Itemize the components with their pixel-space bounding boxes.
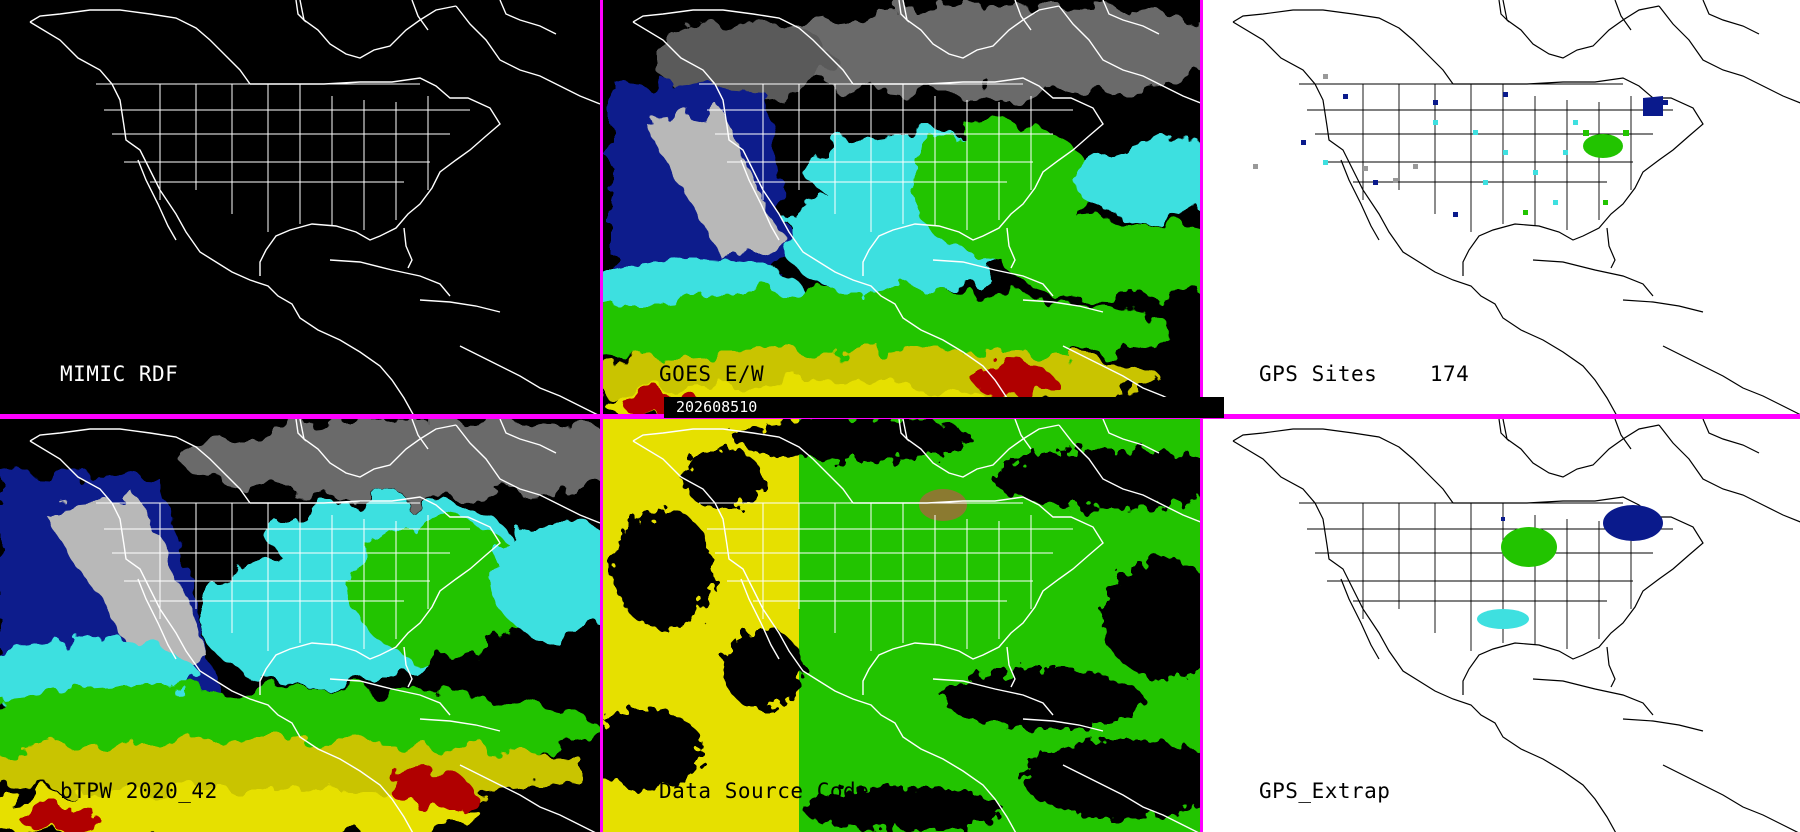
map-outline (1232, 419, 1800, 832)
tpw-field (603, 5, 1200, 414)
map-outline (29, 419, 600, 832)
gps-site-markers (1253, 74, 1668, 217)
panel-btpw: bTPW 2020_42 (0, 419, 600, 832)
timestamp-label: 202608510 (664, 397, 1224, 418)
panel-goes-ew: GOES E/W (603, 0, 1200, 414)
panel-label: bTPW 2020_42 (60, 779, 218, 803)
extrap-blobs (1477, 505, 1663, 629)
panel-label: Data Source Code (659, 779, 870, 803)
tpw-field (0, 419, 600, 832)
panel-label: GOES E/W (659, 362, 765, 386)
map-outline (1232, 0, 1800, 414)
panel-mimic-rdf: MIMIC RDF (0, 0, 600, 414)
panel-label: MIMIC RDF (60, 362, 179, 386)
map-outline (29, 0, 600, 414)
panel-label: GPS Sites 174 (1259, 362, 1470, 386)
panel-label: GPS_Extrap (1259, 779, 1391, 803)
map-outline (632, 0, 1200, 414)
panel-gps-extrap: GPS_Extrap (1203, 419, 1800, 832)
map-outline (632, 419, 1200, 832)
panel-data-source-code: Data Source Code (603, 419, 1200, 832)
panel-gps-sites: GPS Sites 174 (1203, 0, 1800, 414)
